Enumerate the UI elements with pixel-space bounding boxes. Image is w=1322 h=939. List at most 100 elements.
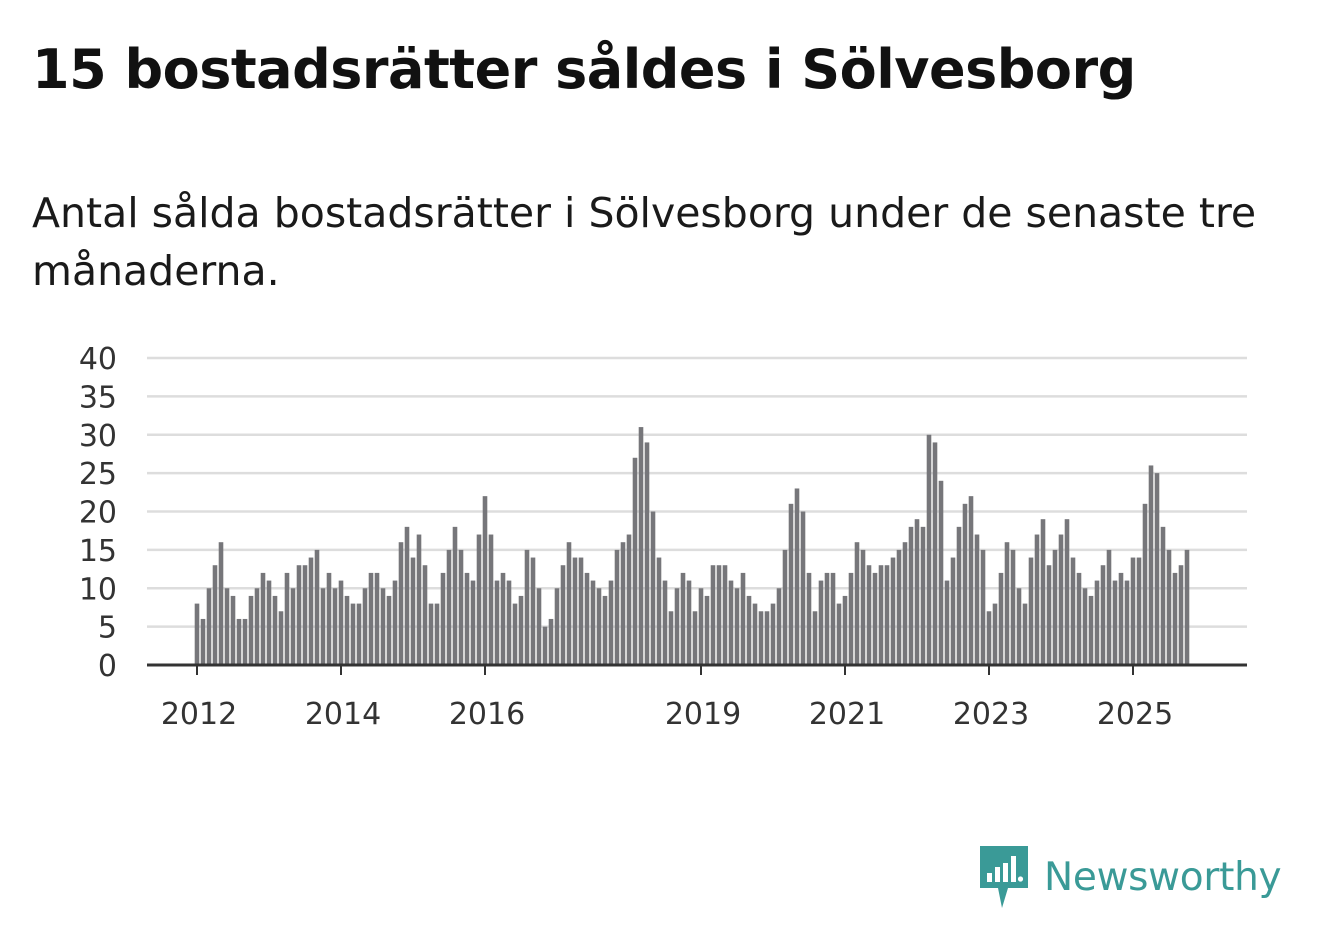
bar [302, 565, 308, 665]
bar [428, 603, 434, 665]
bar [878, 565, 884, 665]
bar [1112, 580, 1118, 665]
bar [308, 557, 314, 665]
bar [944, 580, 950, 665]
bar [956, 526, 962, 665]
chart-title: 15 bostadsrätter såldes i Sölvesborg [32, 38, 1136, 101]
bar [812, 611, 818, 665]
bar [872, 572, 878, 665]
bar [794, 488, 800, 665]
bar [590, 580, 596, 665]
bar [608, 580, 614, 665]
bar [890, 557, 896, 665]
bar [614, 549, 620, 665]
bar [866, 565, 872, 665]
y-tick-label: 35 [79, 380, 117, 415]
x-axis-labels: 2012 2014 2016 2019 2021 2023 2025 [161, 665, 1173, 732]
bar [674, 588, 680, 665]
bar [1142, 503, 1148, 665]
bar [416, 534, 422, 665]
bar [722, 565, 728, 665]
bar [1124, 580, 1130, 665]
bar [332, 588, 338, 665]
bar [992, 603, 998, 665]
bar [224, 588, 230, 665]
bar [398, 542, 404, 665]
bar [644, 442, 650, 665]
bar [740, 572, 746, 665]
bar [620, 542, 626, 665]
bar [632, 457, 638, 665]
bar [1022, 603, 1028, 665]
bar [230, 595, 236, 665]
bar [980, 549, 986, 665]
bar [938, 480, 944, 665]
bar [710, 565, 716, 665]
bar [338, 580, 344, 665]
bar [962, 503, 968, 665]
bar [860, 549, 866, 665]
bar [758, 611, 764, 665]
bar [896, 549, 902, 665]
bar [818, 580, 824, 665]
bar [266, 580, 272, 665]
bar [626, 534, 632, 665]
bar [1064, 519, 1070, 665]
bar [1178, 565, 1184, 665]
bar [488, 534, 494, 665]
bar [884, 565, 890, 665]
bar [362, 588, 368, 665]
bar [1010, 549, 1016, 665]
bar [314, 549, 320, 665]
bar [788, 503, 794, 665]
y-tick-label: 25 [79, 457, 117, 492]
bar [1034, 534, 1040, 665]
bar [950, 557, 956, 665]
bar [602, 595, 608, 665]
bar [1088, 595, 1094, 665]
bar [530, 557, 536, 665]
bar [1160, 526, 1166, 665]
y-tick-label: 30 [79, 419, 117, 454]
x-tick-label: 2023 [953, 697, 1029, 732]
bar [764, 611, 770, 665]
bar [914, 519, 920, 665]
bar [554, 588, 560, 665]
bar [392, 580, 398, 665]
bar [752, 603, 758, 665]
bar [386, 595, 392, 665]
bar [1130, 557, 1136, 665]
y-tick-label: 15 [79, 534, 117, 569]
bar [776, 588, 782, 665]
x-tick-label: 2021 [809, 697, 885, 732]
bar [1028, 557, 1034, 665]
y-tick-label: 40 [79, 342, 117, 377]
bar [1166, 549, 1172, 665]
bar [584, 572, 590, 665]
bar [542, 626, 548, 665]
bar [998, 572, 1004, 665]
bar [476, 534, 482, 665]
bar [1100, 565, 1106, 665]
bar [662, 580, 668, 665]
bar [404, 526, 410, 665]
bar [734, 588, 740, 665]
bar [1004, 542, 1010, 665]
bar [968, 496, 974, 665]
bar [596, 588, 602, 665]
bar [1094, 580, 1100, 665]
bar [248, 595, 254, 665]
x-tick-label: 2016 [449, 697, 525, 732]
bar [536, 588, 542, 665]
bar [482, 496, 488, 665]
bar [1052, 549, 1058, 665]
bar [1184, 549, 1190, 665]
bar [368, 572, 374, 665]
bar [926, 434, 932, 665]
bar [572, 557, 578, 665]
bar [260, 572, 266, 665]
bar [1082, 588, 1088, 665]
bar [1136, 557, 1142, 665]
